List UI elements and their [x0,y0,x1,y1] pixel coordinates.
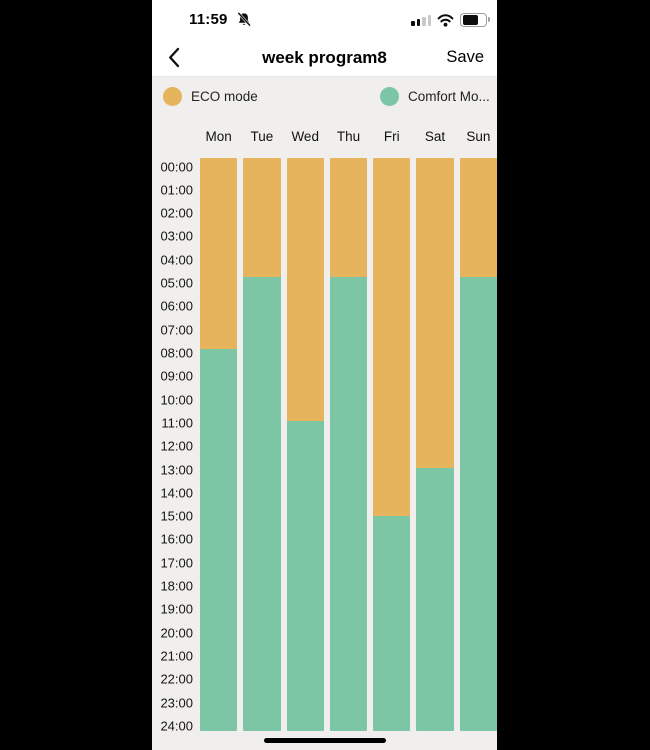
clock-time: 11:59 [189,11,228,28]
day-label-wed: Wed [291,129,319,144]
eco-segment-sat[interactable] [416,158,454,469]
comfort-mode-dot-icon [380,87,399,106]
time-tick: 23:00 [160,695,193,711]
time-tick: 09:00 [160,368,193,384]
comfort-segment-wed[interactable] [286,420,324,731]
comfort-segment-sun[interactable] [459,277,497,731]
page-title: week program8 [262,48,387,67]
schedule-column-sun[interactable] [459,158,497,731]
time-tick: 20:00 [160,625,193,641]
comfort-segment-mon[interactable] [200,349,238,731]
time-tick: 02:00 [160,205,193,221]
time-tick: 14:00 [160,485,193,501]
battery-icon [460,12,490,28]
comfort-segment-sat[interactable] [416,468,454,731]
time-tick: 00:00 [160,159,193,174]
battery-fill [462,15,478,25]
time-tick: 03:00 [160,228,193,244]
back-button[interactable] [161,47,185,71]
time-tick: 07:00 [160,322,193,338]
eco-segment-mon[interactable] [200,158,238,349]
eco-segment-wed[interactable] [286,158,324,421]
eco-mode-dot-icon [163,87,182,106]
day-label-sat: Sat [424,129,446,144]
time-tick: 17:00 [160,555,193,571]
legend-label-eco: ECO mode [191,89,258,104]
comfort-segment-tue[interactable] [243,277,281,731]
schedule-column-fri[interactable] [373,158,411,731]
legend-item-eco[interactable]: ECO mode [163,87,258,106]
status-icons [411,12,490,28]
eco-segment-tue[interactable] [243,158,281,278]
time-tick: 22:00 [160,671,193,687]
legend-label-comfort: Comfort Mo... [408,89,490,104]
time-tick: 05:00 [160,275,193,291]
legend-item-comfort[interactable]: Comfort Mo... [380,87,490,106]
time-tick: 16:00 [160,531,193,547]
nav-header: week program8 Save [152,40,497,77]
time-tick: 10:00 [160,392,193,408]
time-tick: 06:00 [160,298,193,314]
save-button[interactable]: Save [446,48,484,66]
schedule-column-sat[interactable] [416,158,454,731]
day-label-fri: Fri [383,129,400,144]
chart-bars [200,158,497,731]
day-label-tue: Tue [250,129,274,144]
time-tick: 01:00 [160,182,193,198]
schedule-column-wed[interactable] [286,158,324,731]
time-tick: 15:00 [160,508,193,524]
time-tick: 11:00 [161,415,193,431]
time-tick: 18:00 [160,578,193,594]
schedule-column-tue[interactable] [243,158,281,731]
notifications-off-icon [235,11,253,29]
eco-segment-fri[interactable] [373,158,411,517]
day-label-thu: Thu [336,129,361,144]
eco-segment-thu[interactable] [329,158,368,278]
day-label-mon: Mon [205,129,232,144]
home-indicator[interactable] [263,738,386,743]
phone-screen: 11:59 [152,0,497,750]
schedule-column-thu[interactable] [329,158,368,731]
status-bar: 11:59 [152,0,497,40]
time-axis: 00:00 01:00 02:00 03:00 04:00 05:00 06:00 07:00… [152,0,193,750]
schedule-column-mon[interactable] [200,158,238,731]
eco-segment-sun[interactable] [459,158,497,278]
cellular-signal-icon [411,14,431,26]
day-labels: Mon Tue Wed Thu Fri Sat Sun [200,129,497,145]
time-tick: 13:00 [160,462,193,478]
time-tick: 24:00 [160,718,193,734]
comfort-segment-fri[interactable] [373,516,411,731]
wifi-icon [437,13,454,27]
day-label-sun: Sun [466,129,491,144]
time-tick: 08:00 [160,345,193,361]
battery-nub [487,16,490,23]
comfort-segment-thu[interactable] [329,277,368,731]
time-tick: 04:00 [160,252,193,268]
time-tick: 12:00 [160,438,193,454]
time-tick: 19:00 [160,601,193,617]
time-tick: 21:00 [160,648,193,664]
